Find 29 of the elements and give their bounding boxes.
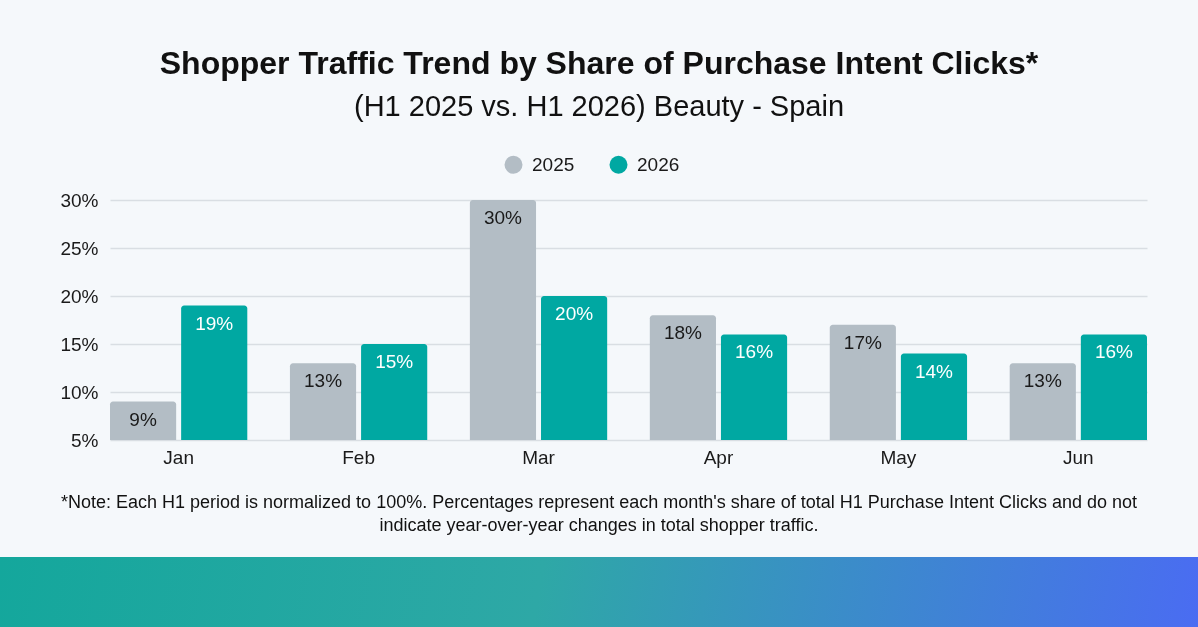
- legend-label: 2025: [532, 153, 575, 175]
- data-label: 16%: [1094, 341, 1134, 363]
- x-tick-label: Mar: [522, 446, 556, 468]
- x-tick-label: Jun: [1063, 446, 1094, 468]
- data-label: 18%: [663, 322, 703, 344]
- text: *Note: Each H1 period is normalized to 100%. Percentages represent each month's share of total H1 Purchase Intent Clicks and do not indicate year-over-year changes in total shopper traffic.: [59, 491, 1138, 537]
- y-tick-label: 20%: [60, 285, 99, 307]
- x-tick-label: May: [880, 446, 917, 468]
- x-tick-label: Apr: [703, 446, 734, 468]
- data-label: 13%: [1023, 370, 1062, 392]
- y-tick-label: 25%: [60, 237, 99, 259]
- y-tick-label: 15%: [60, 333, 99, 355]
- chart-title: Shopper Traffic Trend by Share of Purchase Intent Clicks*: [158, 44, 1040, 82]
- data-label: 16%: [735, 341, 774, 363]
- data-label: 9%: [129, 408, 157, 430]
- y-tick-label: 30%: [60, 189, 99, 211]
- x-tick-label: Feb: [342, 446, 375, 468]
- x-tick-label: Jan: [163, 446, 194, 468]
- data-label: 17%: [843, 331, 882, 353]
- y-tick-label: 10%: [60, 381, 99, 403]
- data-label: 14%: [914, 360, 954, 382]
- data-label: 15%: [375, 351, 414, 372]
- data-label: 20%: [555, 303, 594, 324]
- data-label: 30%: [483, 207, 523, 228]
- chart-subtitle: (H1 2025 vs. H1 2026) Beauty - Spain: [352, 89, 846, 123]
- legend-label: 2026: [637, 153, 680, 175]
- data-label: 13%: [304, 370, 343, 392]
- data-label: 19%: [195, 312, 234, 334]
- y-tick-label: 5%: [71, 429, 99, 451]
